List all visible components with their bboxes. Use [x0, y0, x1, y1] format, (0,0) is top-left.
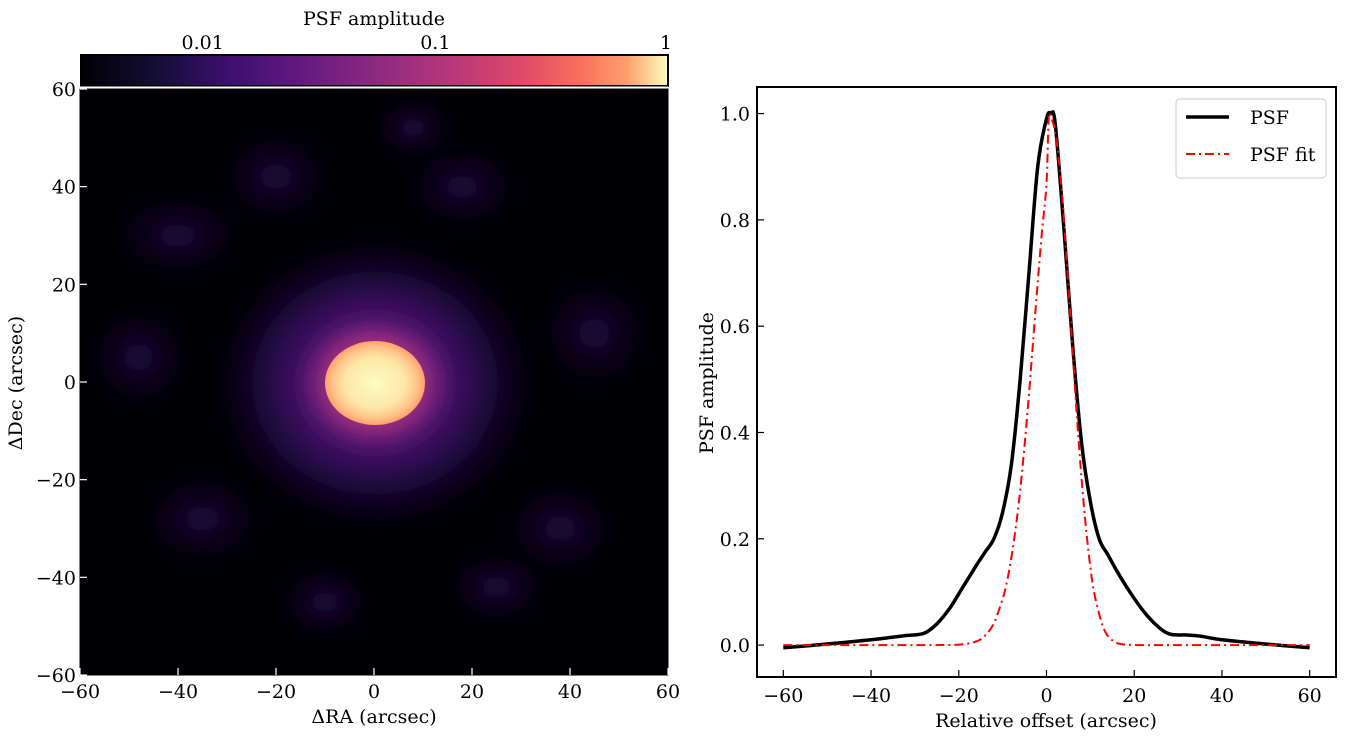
plot-y-tick-label: 0.4: [720, 422, 750, 444]
plot-x-tick-label: 20: [1122, 685, 1146, 707]
image-y-tick-label: −20: [36, 470, 76, 492]
plot-x-tick-label: 60: [1298, 685, 1322, 707]
image-x-ticks: −60 −40 −20 0 20 40 60: [60, 668, 680, 703]
image-x-tick-label: 40: [558, 681, 582, 703]
image-y-tick-label: −60: [36, 665, 76, 687]
image-x-tick-label: 20: [460, 681, 484, 703]
plot-x-axis-label: Relative offset (arcsec): [935, 710, 1157, 732]
image-x-tick-label: −60: [60, 681, 100, 703]
plot-y-tick-label: 0.2: [720, 529, 750, 551]
image-y-ticks: −60 −40 −20 0 20 40 60: [36, 79, 87, 687]
colorbar: [80, 54, 669, 87]
legend-psf-label: PSF: [1250, 107, 1289, 129]
colorbar-tick-label: 1: [660, 32, 672, 54]
plot-y-ticks: 0.0 0.2 0.4 0.6 0.8 1.0: [720, 104, 764, 657]
image-y-tick-label: −40: [36, 567, 76, 589]
colorbar-ticks: 0.01 0.1 1: [182, 32, 672, 61]
psf-profile-panel: −60 −40 −20 0 20 40 60 0.0 0.2 0.4 0.6 0.8 1.0 Rela…: [696, 86, 1337, 732]
plot-y-tick-label: 0.0: [720, 635, 750, 657]
plot-x-tick-label: −20: [939, 685, 979, 707]
image-y-tick-label: 20: [52, 274, 76, 296]
psf-image: [80, 89, 668, 675]
image-x-axis-label: ΔRA (arcsec): [311, 706, 436, 728]
plot-y-axis-label: PSF amplitude: [696, 312, 718, 454]
image-x-tick-label: −40: [158, 681, 198, 703]
plot-y-tick-label: 0.8: [720, 210, 750, 232]
colorbar-tick-label: 0.1: [420, 32, 450, 54]
plot-x-tick-label: 0: [1040, 685, 1052, 707]
psf-core: [325, 341, 425, 425]
legend: PSF PSF fit: [1175, 98, 1327, 179]
image-y-tick-label: 60: [52, 79, 76, 101]
image-x-tick-label: −20: [256, 681, 296, 703]
image-y-axis-label: ΔDec (arcsec): [5, 316, 27, 450]
psf-line: [783, 110, 1310, 650]
legend-psf-fit-label: PSF fit: [1250, 144, 1316, 166]
plot-y-tick-label: 0.6: [720, 316, 750, 338]
plot-series: [783, 110, 1310, 650]
plot-x-tick-label: 40: [1210, 685, 1234, 707]
plot-x-tick-label: −60: [763, 685, 803, 707]
colorbar-tick-label: 0.01: [182, 32, 224, 54]
image-x-tick-label: 0: [368, 681, 380, 703]
image-y-tick-label: 0: [64, 372, 76, 394]
psf-image-panel: PSF amplitude 0.01 0.1 1 −60 −40 −20 0 20 40 60 …: [5, 8, 680, 728]
plot-x-ticks: −60 −40 −20 0 20 40 60: [763, 670, 1322, 707]
psf-fit-line: [783, 111, 1310, 647]
image-y-tick-label: 40: [52, 177, 76, 199]
plot-y-tick-label: 1.0: [720, 104, 750, 126]
image-x-tick-label: 60: [656, 681, 680, 703]
colorbar-label: PSF amplitude: [303, 8, 445, 30]
plot-x-tick-label: −40: [851, 685, 891, 707]
